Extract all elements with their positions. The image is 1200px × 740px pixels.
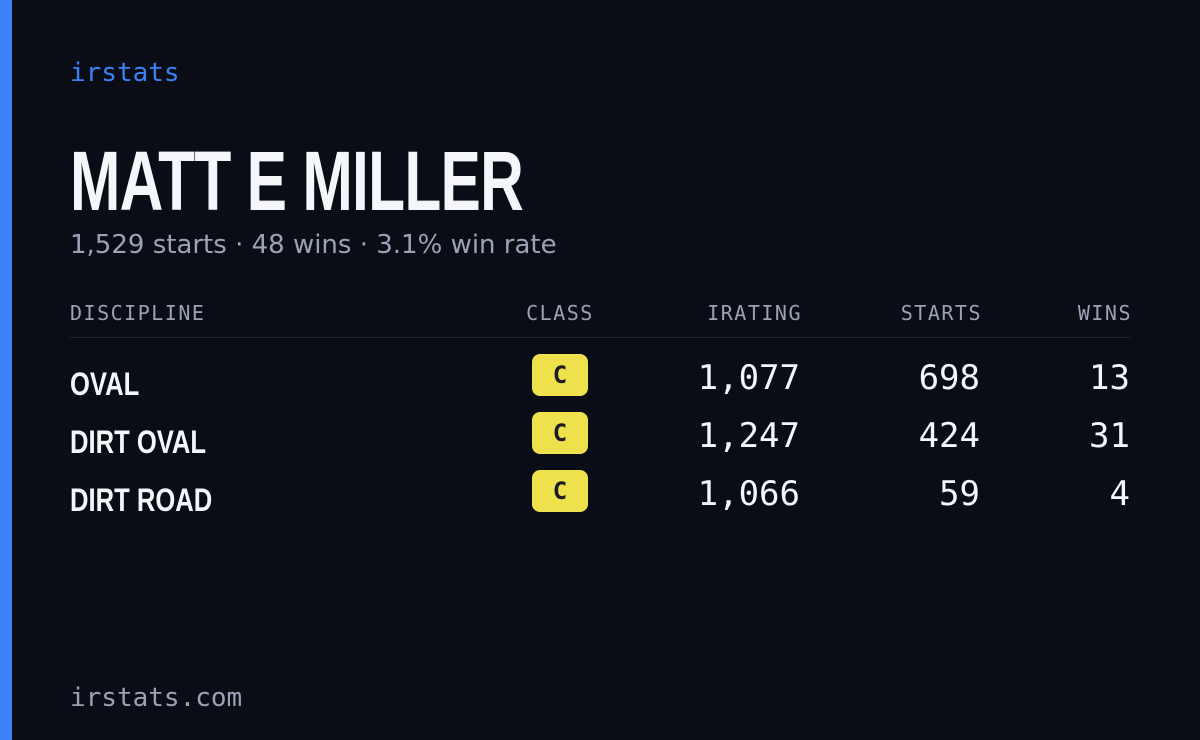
footer: irstats.com	[70, 683, 243, 713]
wins: 4	[1109, 474, 1130, 514]
accent-bar	[0, 0, 12, 740]
discipline: DIRT ROAD	[70, 482, 213, 518]
header-cell: WINS	[1077, 301, 1132, 325]
header-cell: IRATING	[707, 301, 802, 325]
brand: irstats	[70, 58, 180, 88]
header-cell: DISCIPLINE	[70, 301, 206, 325]
starts: 59	[939, 474, 980, 514]
starts: 698	[918, 358, 980, 398]
discipline: DIRT OVAL	[70, 424, 207, 460]
irating: 1,247	[697, 416, 800, 456]
irating: 1,066	[697, 474, 800, 514]
wins: 31	[1089, 416, 1130, 456]
class-badge: C	[532, 470, 588, 512]
driver-summary: 1,529 starts · 48 wins · 3.1% win rate	[70, 230, 557, 260]
discipline: OVAL	[70, 366, 140, 402]
starts: 424	[918, 416, 980, 456]
header-cell: CLASS	[526, 301, 594, 325]
irating: 1,077	[697, 358, 800, 398]
class-badge: C	[532, 412, 588, 454]
driver-name: MATT E MILLER	[70, 134, 524, 228]
header-rule	[70, 337, 1130, 338]
class-badge: C	[532, 354, 588, 396]
header-cell: STARTS	[900, 301, 982, 325]
wins: 13	[1089, 358, 1130, 398]
